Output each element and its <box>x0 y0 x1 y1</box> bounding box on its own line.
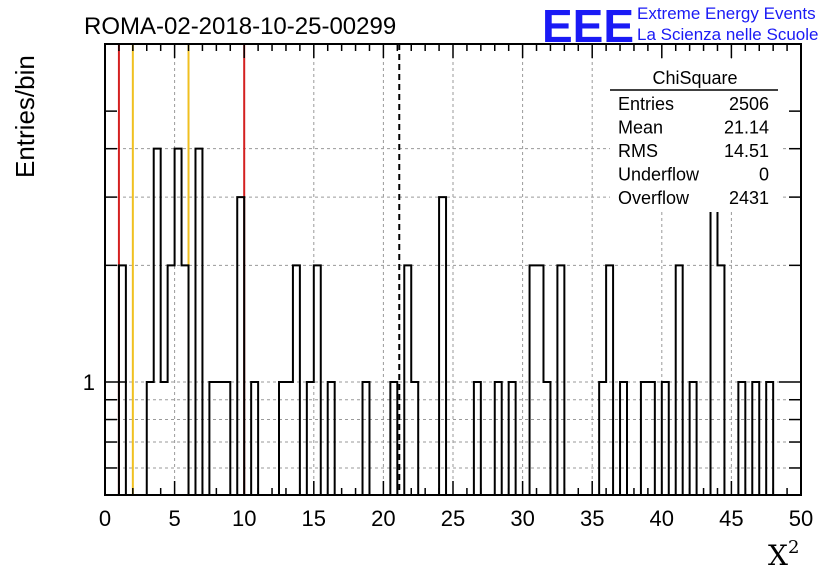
axes <box>104 43 802 496</box>
eee-logo-mark: EEE <box>542 0 634 52</box>
y-tick-labels: 1 <box>83 370 95 395</box>
x-tick-labels: 0 5 10 15 20 25 30 35 40 45 50 <box>99 506 813 531</box>
stats-row-label: Overflow <box>618 188 690 208</box>
stats-row-value: 2431 <box>729 188 769 208</box>
x-axis-label-base: X <box>768 539 788 572</box>
stats-row-value: 14.51 <box>724 141 769 161</box>
stats-rows: Entries 2506 Mean 21.14 RMS 14.51 Underflow 0 Ov… <box>618 94 769 208</box>
eee-logo: EEE Extreme Energy Events La Scienza nel… <box>542 0 818 52</box>
stats-row-label: Entries <box>618 94 674 114</box>
x-tick-label: 10 <box>232 506 256 531</box>
x-tick-label: 15 <box>302 506 326 531</box>
x-tick-label: 50 <box>789 506 813 531</box>
grid-lines <box>104 44 802 495</box>
x-tick-label: 40 <box>650 506 674 531</box>
x-tick-label: 0 <box>99 506 111 531</box>
eee-logo-line2: La Scienza nelle Scuole <box>637 25 818 44</box>
x-axis-label: X2 <box>768 537 799 572</box>
stats-row-value: 2506 <box>729 94 769 114</box>
x-tick-label: 30 <box>510 506 534 531</box>
stats-row-label: RMS <box>618 141 658 161</box>
stats-box: ChiSquare Entries 2506 Mean 21.14 RMS 14.51 Un… <box>610 62 780 212</box>
chart-title: ROMA-02-2018-10-25-00299 <box>84 13 396 40</box>
x-tick-label: 20 <box>371 506 395 531</box>
y-axis-label: Entries/bin <box>10 55 40 178</box>
x-tick-label: 45 <box>719 506 743 531</box>
x-tick-label: 35 <box>580 506 604 531</box>
stats-row-value: 0 <box>759 165 769 185</box>
x-tick-label: 25 <box>441 506 465 531</box>
y-tick-label: 1 <box>83 370 95 395</box>
stats-title: ChiSquare <box>652 68 737 88</box>
stats-row-label: Underflow <box>618 165 700 185</box>
x-tick-label: 5 <box>168 506 180 531</box>
stats-row-label: Mean <box>618 118 663 138</box>
stats-row-value: 21.14 <box>724 118 769 138</box>
eee-logo-line1: Extreme Energy Events <box>637 4 816 23</box>
x-axis-label-superscript: 2 <box>788 537 799 558</box>
